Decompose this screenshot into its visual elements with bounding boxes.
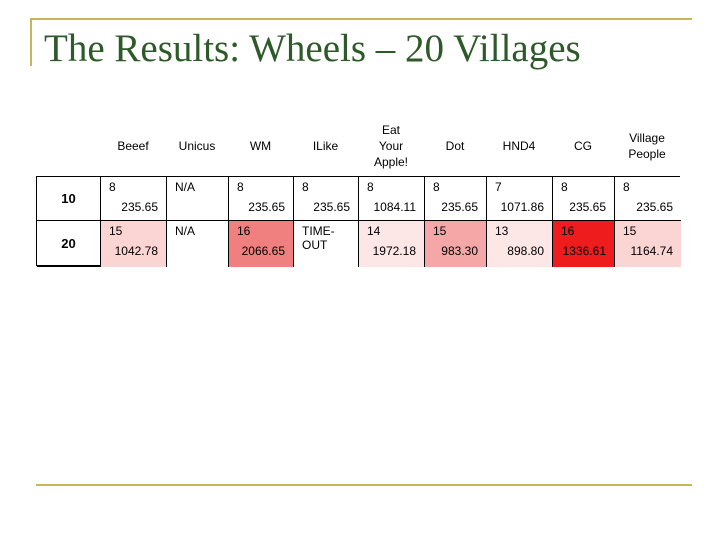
table-cell: 8 235.65 xyxy=(101,177,167,221)
column-header: Unicus xyxy=(178,139,216,153)
frame-top-line xyxy=(30,18,692,20)
cell-count: 8 xyxy=(433,180,440,194)
cell-count: 15 xyxy=(433,224,447,238)
cell-count: 15 xyxy=(623,224,637,238)
cell-value: 1164.74 xyxy=(630,244,674,258)
cell-value: 235.65 xyxy=(441,200,478,214)
table-cell: 8 235.65 xyxy=(615,177,681,221)
cell-count: 16 xyxy=(237,224,251,238)
cell-value: 1084.11 xyxy=(373,200,417,214)
table-cell: TIME- OUT xyxy=(294,221,359,267)
cell-count: 8 xyxy=(109,180,116,194)
cell-count: 8 xyxy=(561,180,568,194)
table-cell: N/A xyxy=(167,177,229,221)
cell-value: 2066.65 xyxy=(241,244,285,258)
cell-value: 898.80 xyxy=(507,244,544,258)
cell-value: 235.65 xyxy=(248,200,285,214)
column-header: Village People xyxy=(628,131,666,161)
table-cell: 8 235.65 xyxy=(425,177,487,221)
cell-count: 8 xyxy=(623,180,630,194)
table-cell: 15 1042.78 xyxy=(101,221,167,267)
table-cell: N/A xyxy=(167,221,229,267)
cell-count: 7 xyxy=(495,180,502,194)
row-label: 10 xyxy=(37,177,101,221)
cell-count: N/A xyxy=(175,224,196,238)
table-cell: 8 1084.11 xyxy=(359,177,425,221)
cell-value: 235.65 xyxy=(121,200,158,214)
cell-count: 14 xyxy=(367,224,381,238)
cell-count: 8 xyxy=(367,180,374,194)
column-header: Eat Your Apple! xyxy=(373,123,409,169)
frame-left-line xyxy=(30,18,32,66)
frame-bottom-line xyxy=(36,484,692,486)
column-header: WM xyxy=(249,139,272,153)
cell-value: 1336.61 xyxy=(562,244,606,258)
cell-count: N/A xyxy=(175,180,196,194)
cell-value: 235.65 xyxy=(569,200,606,214)
table-cell: 7 1071.86 xyxy=(487,177,553,221)
cell-value: 235.65 xyxy=(636,200,673,214)
column-header: HND4 xyxy=(502,139,536,153)
results-table: 10 8 235.65 N/A 8 235.65 8 235.65 8 1084.11 8 235.6… xyxy=(36,176,681,267)
table-cell: 14 1972.18 xyxy=(359,221,425,267)
row-label: 20 xyxy=(37,221,101,267)
table-cell: 8 235.65 xyxy=(294,177,359,221)
column-header: Dot xyxy=(445,139,465,153)
table-cell: 16 1336.61 xyxy=(553,221,615,267)
table-cell: 8 235.65 xyxy=(229,177,294,221)
table-cell: 13 898.80 xyxy=(487,221,553,267)
cell-count: 16 xyxy=(561,224,575,238)
slide-title: The Results: Wheels – 20 Villages xyxy=(44,27,581,70)
table-cell: 15 983.30 xyxy=(425,221,487,267)
cell-value: 1071.86 xyxy=(500,200,544,214)
column-header: CG xyxy=(574,139,592,153)
table-cell: 15 1164.74 xyxy=(615,221,681,267)
table-cell: 8 235.65 xyxy=(553,177,615,221)
cell-value: 983.30 xyxy=(441,244,478,258)
cell-value: 1042.78 xyxy=(114,244,158,258)
cell-count: 8 xyxy=(237,180,244,194)
column-header: ILike xyxy=(312,139,339,153)
column-header: Beeef xyxy=(117,139,149,153)
cell-value: 1972.18 xyxy=(372,244,416,258)
cell-count: 8 xyxy=(302,180,309,194)
cell-value: 235.65 xyxy=(313,200,350,214)
cell-count: 15 xyxy=(109,224,123,238)
cell-count: 13 xyxy=(495,224,509,238)
table-cell: 16 2066.65 xyxy=(229,221,294,267)
cell-count: TIME- OUT xyxy=(302,224,335,252)
